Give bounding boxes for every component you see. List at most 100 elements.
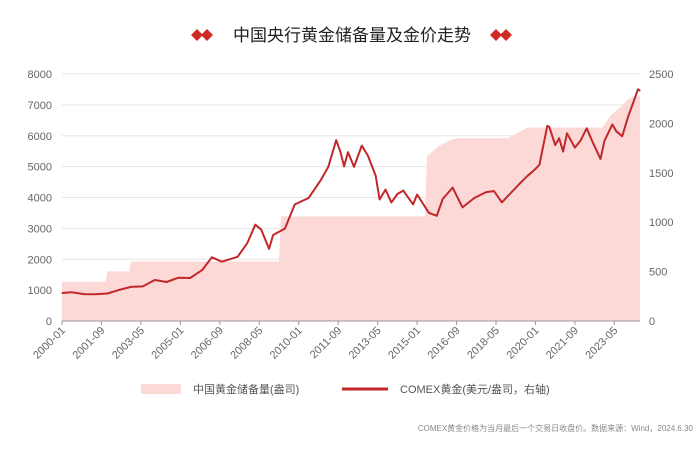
left-tick-label: 2000 bbox=[28, 254, 52, 266]
x-tick-label: 2018-05 bbox=[465, 325, 502, 362]
gold-price-point bbox=[566, 132, 568, 134]
reserve-area-series bbox=[62, 96, 640, 321]
title-row: 中国央行黄金储备量及金价走势 bbox=[191, 26, 512, 45]
gold-price-point bbox=[327, 166, 329, 168]
right-tick-label: 500 bbox=[649, 267, 667, 279]
gold-price-point bbox=[592, 141, 594, 143]
gold-price-point bbox=[308, 197, 310, 199]
gold-price-point bbox=[390, 201, 392, 203]
x-tick-label: 2008-05 bbox=[228, 325, 265, 362]
x-tick-label: 2015-01 bbox=[386, 325, 423, 362]
gold-price-point bbox=[189, 277, 191, 279]
gold-price-point bbox=[527, 175, 529, 177]
gold-price-point bbox=[335, 139, 337, 141]
legend-area-swatch bbox=[141, 384, 181, 394]
x-tick-label: 2000-01 bbox=[31, 325, 68, 362]
gold-price-point bbox=[384, 189, 387, 191]
left-tick-label: 0 bbox=[46, 316, 52, 328]
gold-price-point bbox=[615, 130, 617, 132]
x-tick-label: 2021-09 bbox=[544, 325, 581, 362]
gold-price-point bbox=[154, 279, 156, 281]
reserve-area bbox=[62, 96, 640, 321]
right-tick-label: 2500 bbox=[649, 69, 673, 81]
diamond-mark bbox=[500, 29, 512, 41]
right-tick-label: 0 bbox=[649, 316, 655, 328]
x-tick-label: 2023-05 bbox=[583, 325, 620, 362]
x-tick-label: 2001-09 bbox=[71, 325, 108, 362]
x-tick-label: 2006-09 bbox=[189, 325, 226, 362]
gold-price-point bbox=[558, 137, 560, 139]
gold-price-point bbox=[586, 127, 588, 129]
gold-price-point bbox=[130, 286, 132, 288]
right-tick-label: 1500 bbox=[649, 168, 673, 180]
gold-price-point bbox=[94, 293, 97, 295]
gold-price-point bbox=[562, 151, 564, 153]
gold-price-point bbox=[599, 158, 602, 160]
gold-price-point bbox=[532, 170, 535, 172]
diamond-mark bbox=[201, 29, 213, 41]
source-note: COMEX黄金价格为当月最后一个交易日收盘价。数据来源：Wind，2024.6.… bbox=[418, 423, 694, 433]
x-tick-label: 2016-09 bbox=[426, 325, 463, 362]
gold-price-point bbox=[554, 144, 556, 146]
x-tick-label: 2011-09 bbox=[308, 325, 344, 361]
gold-price-point bbox=[71, 291, 73, 293]
gold-price-point bbox=[375, 175, 377, 177]
gold-price-point bbox=[412, 203, 414, 205]
right-tick-label: 2000 bbox=[649, 118, 673, 130]
gold-price-point bbox=[260, 229, 262, 231]
x-tick-label: 2013-05 bbox=[347, 325, 384, 362]
gold-price-point bbox=[339, 150, 341, 152]
gold-price-point bbox=[538, 164, 541, 166]
gold-price-point bbox=[347, 151, 349, 153]
left-tick-label: 8000 bbox=[28, 69, 52, 81]
x-tick-label: 2010-01 bbox=[268, 325, 305, 362]
gold-price-point bbox=[627, 115, 629, 118]
gold-price-point bbox=[428, 212, 430, 214]
left-tick-label: 3000 bbox=[28, 223, 52, 235]
right-diamond-pair bbox=[490, 29, 512, 41]
gold-price-point bbox=[603, 140, 606, 142]
x-axis-ticks: 2000-01 2001-09 2003-05 2005-01 2006-09 2008-… bbox=[31, 321, 620, 362]
gold-price-point bbox=[319, 180, 321, 182]
gold-price-point bbox=[268, 248, 270, 250]
left-tick-label: 5000 bbox=[28, 162, 52, 174]
gold-price-point bbox=[361, 145, 363, 147]
gold-price-point bbox=[509, 193, 511, 195]
gold-price-point bbox=[211, 256, 213, 258]
gold-price-point bbox=[442, 198, 444, 200]
gold-price-point bbox=[621, 135, 623, 137]
chart-title: 中国央行黄金储备量及金价走势 bbox=[233, 26, 471, 45]
gold-price-point bbox=[633, 99, 635, 101]
gold-price-point bbox=[521, 181, 523, 183]
gold-price-point bbox=[294, 203, 296, 205]
x-tick-label: 2003-05 bbox=[110, 325, 147, 362]
gold-price-point bbox=[83, 293, 85, 295]
gold-price-line-series bbox=[61, 88, 641, 296]
gold-price-point bbox=[254, 224, 256, 226]
gold-price-point bbox=[493, 190, 495, 192]
gold-price-point bbox=[343, 165, 345, 167]
right-tick-label: 1000 bbox=[649, 217, 673, 229]
gold-price-point bbox=[639, 90, 641, 92]
gold-price-point bbox=[402, 190, 404, 192]
x-tick-label: 2005-01 bbox=[149, 325, 186, 362]
legend-area-label: 中国黄金储备量(盎司) bbox=[193, 382, 299, 396]
gold-price-point bbox=[177, 277, 179, 279]
gold-price-point bbox=[379, 198, 381, 201]
gold-price-point bbox=[548, 126, 550, 128]
gold-price-point bbox=[546, 125, 548, 127]
legend-line-label: COMEX黄金(美元/盎司，右轴) bbox=[400, 382, 550, 396]
gold-price-point bbox=[485, 191, 487, 193]
right-axis-ticks: 0 500 1000 1500 2000 2500 bbox=[649, 69, 673, 328]
gold-price-point bbox=[473, 197, 475, 199]
gold-price-point bbox=[142, 285, 144, 287]
left-tick-label: 7000 bbox=[28, 100, 52, 112]
diamond-mark bbox=[191, 29, 203, 41]
left-tick-label: 6000 bbox=[28, 131, 52, 143]
gold-price-point bbox=[574, 147, 576, 149]
gold-price-point bbox=[353, 166, 355, 168]
left-tick-label: 4000 bbox=[28, 193, 52, 205]
gold-price-point bbox=[221, 261, 223, 263]
gold-price-point bbox=[396, 193, 398, 195]
